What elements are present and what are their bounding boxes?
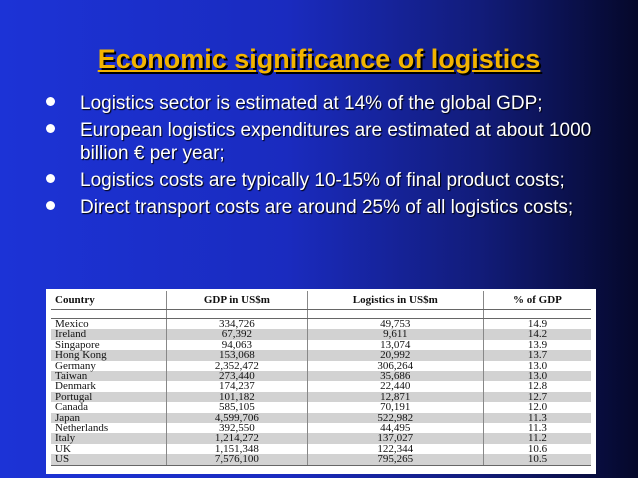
cell-gdp: 4,599,706 [166, 412, 308, 423]
cell-country: Portugal [51, 391, 168, 403]
bullet-item: European logistics expenditures are esti… [46, 119, 626, 165]
column-header-country: Country [51, 291, 168, 310]
cell-logistics: 522,982 [307, 412, 484, 423]
table-row: Denmark 174,237 22,440 12.8 [51, 380, 591, 393]
logistics-table: Country GDP in US$m Logistics in US$m % … [51, 291, 591, 466]
bullet-item: Logistics sector is estimated at 14% of … [46, 92, 626, 115]
column-header-percent: % of GDP [483, 291, 591, 310]
cell-percent: 11.2 [483, 433, 591, 444]
cell-country: Singapore [51, 339, 168, 351]
bullet-text: Logistics costs are typically 10-15% of … [80, 170, 565, 191]
cell-country: Canada [51, 402, 168, 413]
cell-country: Mexico [51, 318, 168, 329]
table-row: Ireland 67,392 9,611 14.2 [51, 329, 591, 340]
table-row: UK 1,151,348 122,344 10.6 [51, 442, 591, 455]
table-row: Germany 2,352,472 306,264 13.0 [51, 359, 591, 372]
cell-gdp: 94,063 [166, 339, 308, 351]
cell-logistics: 44,495 [307, 422, 484, 434]
cell-gdp: 392,550 [166, 422, 308, 434]
cell-country: US [51, 454, 168, 466]
cell-percent: 13.0 [483, 370, 591, 382]
cell-gdp: 2,352,472 [166, 360, 308, 371]
table-row: Japan 4,599,706 522,982 11.3 [51, 412, 591, 423]
cell-percent: 12.0 [527, 401, 548, 414]
cell-logistics: 13,074 [307, 339, 484, 351]
cell-percent: 13.7 [483, 349, 591, 361]
cell-gdp: 585,105 [166, 402, 308, 413]
cell-gdp: 67,392 [166, 329, 308, 340]
cell-logistics: 35,686 [307, 370, 484, 382]
table-row: US 7,576,100 795,265 10.5 [51, 454, 591, 466]
bullet-text: European logistics expenditures are esti… [80, 120, 592, 164]
table-row: Netherlands 392,550 44,495 11.3 [51, 422, 591, 435]
cell-country: Germany [51, 360, 168, 371]
cell-logistics: 22,440 [307, 381, 484, 392]
cell-percent: 14.2 [483, 329, 591, 340]
cell-country: Taiwan [51, 370, 168, 382]
cell-percent: 14.9 [527, 318, 548, 330]
cell-gdp: 101,182 [166, 391, 308, 403]
cell-logistics: 20,992 [307, 349, 484, 361]
cell-gdp: 1,151,348 [166, 443, 308, 455]
bullet-dot-icon [46, 97, 55, 106]
cell-percent: 13.0 [527, 359, 548, 372]
cell-gdp: 273,440 [166, 370, 308, 382]
table-spacer-row [51, 309, 591, 319]
bullet-text: Direct transport costs are around 25% of… [80, 197, 574, 218]
bullet-dot-icon [46, 174, 55, 183]
table-row: Mexico 334,726 49,753 14.9 [51, 318, 591, 330]
cell-logistics: 9,611 [307, 329, 484, 340]
bullet-dot-icon [46, 201, 55, 210]
cell-gdp: 334,726 [166, 318, 308, 329]
cell-logistics: 795,265 [307, 454, 484, 466]
table-row: Singapore 94,063 13,074 13.9 [51, 338, 591, 351]
cell-gdp: 7,576,100 [166, 454, 308, 466]
bullet-item: Logistics costs are typically 10-15% of … [46, 169, 626, 192]
table-row: Italy 1,214,272 137,027 11.2 [51, 433, 591, 444]
cell-percent: 12.7 [483, 391, 591, 403]
cell-percent: 13.9 [527, 338, 548, 351]
cell-percent: 11.3 [483, 412, 591, 423]
cell-gdp: 174,237 [166, 381, 308, 392]
bullet-list: Logistics sector is estimated at 14% of … [46, 92, 626, 223]
cell-percent: 10.5 [483, 454, 591, 466]
cell-logistics: 137,027 [307, 433, 484, 444]
cell-country: Ireland [51, 329, 168, 340]
cell-percent: 12.8 [527, 380, 548, 393]
cell-logistics: 306,264 [307, 360, 484, 371]
table-header-row: Country GDP in US$m Logistics in US$m % … [51, 291, 591, 310]
column-header-gdp: GDP in US$m [166, 291, 308, 310]
table-row: Portugal 101,182 12,871 12.7 [51, 391, 591, 403]
cell-logistics: 122,344 [307, 443, 484, 455]
table-row: Taiwan 273,440 35,686 13.0 [51, 370, 591, 382]
cell-gdp: 153,068 [166, 349, 308, 361]
logistics-table-image: Country GDP in US$m Logistics in US$m % … [46, 289, 596, 474]
cell-country: Netherlands [51, 422, 168, 434]
cell-percent: 10.6 [527, 442, 548, 455]
table-row: Hong Kong 153,068 20,992 13.7 [51, 349, 591, 361]
cell-gdp: 1,214,272 [166, 433, 308, 444]
cell-logistics: 70,191 [307, 402, 484, 413]
cell-logistics: 49,753 [307, 318, 484, 329]
cell-country: UK [51, 443, 168, 455]
cell-country: Hong Kong [51, 349, 168, 361]
column-header-logistics: Logistics in US$m [307, 291, 484, 310]
cell-logistics: 12,871 [307, 391, 484, 403]
bullet-text: Logistics sector is estimated at 14% of … [80, 93, 543, 114]
table-row: Canada 585,105 70,191 12.0 [51, 401, 591, 414]
cell-country: Italy [51, 433, 168, 444]
bullet-item: Direct transport costs are around 25% of… [46, 196, 626, 219]
slide-title: Economic significance of logistics [97, 44, 541, 74]
bullet-dot-icon [46, 124, 55, 133]
cell-percent: 11.3 [528, 422, 547, 435]
cell-country: Denmark [51, 381, 168, 392]
cell-country: Japan [51, 412, 168, 423]
